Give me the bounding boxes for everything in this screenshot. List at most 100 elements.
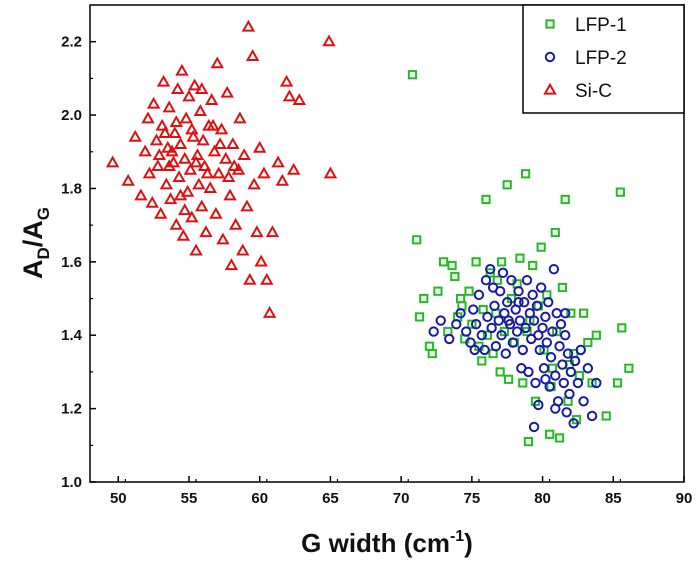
data-point [262,305,277,318]
data-point [419,293,429,304]
data-point [521,169,531,179]
data-point [156,74,171,87]
data-point [486,322,497,334]
data-point [414,312,425,322]
data-point [200,166,215,179]
data-point [433,286,443,296]
data-point [582,363,594,374]
legend-marker [544,51,556,63]
data-point [490,341,502,352]
y-tick-label: 1.4 [61,327,83,344]
data-point [240,199,254,212]
legend-label: LFP-2 [575,48,627,69]
data-point [187,78,202,91]
data-point [226,137,240,150]
y-tick-label: 1.2 [61,401,82,418]
data-point [141,111,155,124]
data-point [533,399,544,411]
data-point [569,355,581,367]
data-point [528,260,538,271]
x-tick-label: 60 [251,490,268,507]
data-point [178,151,192,164]
legend-entry: LFP-1 [545,15,627,36]
data-point [557,359,568,370]
y-tick-label: 2.2 [61,34,82,51]
data-point [211,166,226,179]
data-point [152,148,167,161]
data-point [196,133,210,146]
data-point [138,144,152,157]
data-point [233,111,247,124]
data-point [554,433,565,443]
data-point [271,155,285,168]
data-point [186,129,200,142]
data-point [550,403,561,414]
data-point [515,253,525,263]
data-point [482,330,493,340]
data-point [165,144,179,157]
data-point [438,257,449,267]
data-point [499,308,510,319]
data-point [407,70,418,80]
data-point [545,429,555,439]
data-point [558,377,569,389]
data-point [236,243,250,256]
data-point [547,326,558,337]
x-tick-label: 50 [110,490,127,507]
legend-marker [543,82,557,95]
data-point [471,257,481,267]
data-point [451,319,462,330]
data-point [615,187,625,197]
data-point [545,352,557,363]
data-point [552,326,562,337]
data-point [551,308,562,319]
data-point [216,232,230,245]
data-point [254,254,268,267]
data-point [506,274,517,286]
data-point [210,56,225,69]
data-point [528,315,540,326]
data-point [480,274,492,286]
data-point [560,330,571,341]
data-point [495,367,505,377]
data-point [464,286,474,296]
data-point [185,122,199,135]
data-point [517,344,528,356]
data-point [172,170,186,183]
data-point [467,319,477,329]
data-point [612,378,623,388]
data-point [587,378,597,388]
data-point [538,363,550,374]
x-tick-label: 75 [464,490,481,507]
data-point [568,418,579,429]
data-point [478,304,488,315]
data-point [578,308,589,318]
data-point [527,289,538,301]
data-point [195,82,209,94]
data-point [224,258,239,271]
data-point [465,337,476,348]
y-tick-label: 1.0 [61,474,82,491]
data-point [617,323,627,333]
data-point [292,93,307,105]
data-point [492,275,502,285]
data-point [134,188,148,201]
legend-box [522,4,685,114]
data-point [153,206,168,219]
plot-area [105,19,634,447]
data-point [444,333,455,345]
data-point [572,377,584,389]
data-point [455,308,466,319]
data-point [282,89,297,102]
x-tick-label: 90 [676,490,693,507]
data-point [537,322,548,334]
data-point [554,341,565,352]
legend-entry: LFP-2 [544,48,627,69]
data-point [182,89,196,102]
data-point [561,407,572,418]
data-point [560,308,571,319]
data-point [544,381,555,392]
data-point [513,286,524,297]
data-point [541,337,553,348]
data-point [179,111,193,124]
